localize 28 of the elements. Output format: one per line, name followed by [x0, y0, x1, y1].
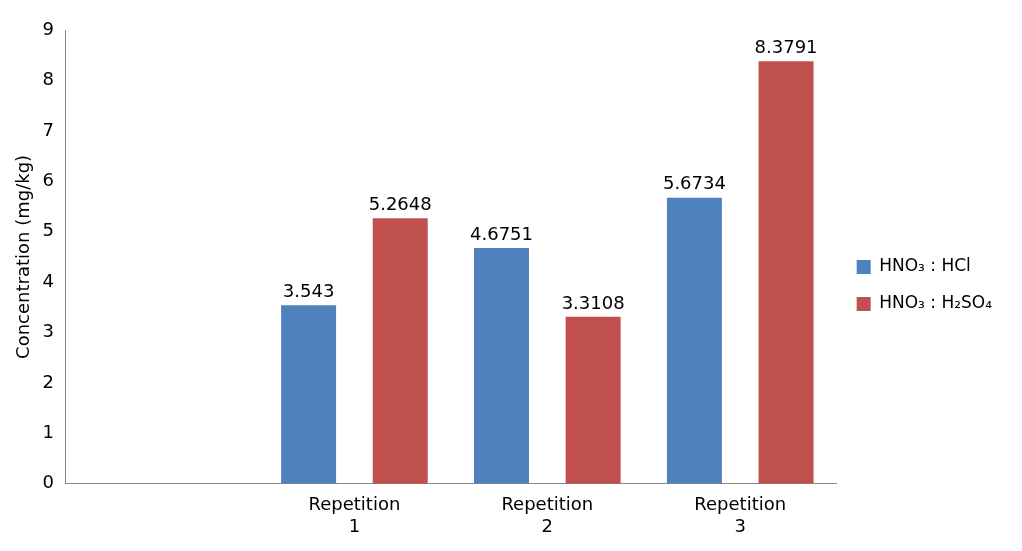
- bar: [758, 61, 814, 484]
- bar: [372, 218, 428, 484]
- bar: [666, 197, 722, 484]
- data-label: 3.3108: [561, 291, 625, 313]
- y-tick-label: 8: [42, 68, 55, 90]
- y-tick-label: 2: [42, 370, 55, 392]
- y-tick-label: 3: [42, 320, 55, 342]
- x-tick-label: Repetition 2: [501, 493, 594, 536]
- y-tick-label: 6: [42, 168, 55, 190]
- y-tick-label: 0: [42, 471, 55, 493]
- y-axis-title: Concentration (mg/kg): [12, 154, 34, 359]
- data-label: 8.3791: [754, 35, 818, 57]
- y-tick-label: 1: [42, 421, 55, 443]
- data-label: 5.2648: [368, 193, 432, 215]
- data-label: 5.6734: [662, 172, 726, 194]
- y-tick-label: 9: [42, 17, 55, 39]
- bar: [565, 316, 621, 484]
- legend-label: HNO₃ : HCl: [879, 255, 971, 276]
- bar: [474, 248, 529, 484]
- data-label: 3.543: [282, 279, 335, 301]
- x-tick-label: Repetition 1: [308, 493, 401, 536]
- legend-label: HNO₃ : H₂SO₄: [879, 292, 993, 313]
- y-tick-label: 5: [42, 219, 55, 241]
- y-tick-label: 4: [42, 269, 55, 291]
- bar: [281, 305, 337, 484]
- y-tick-label: 7: [42, 118, 55, 140]
- x-tick-label: Repetition 3: [694, 493, 787, 536]
- data-label: 4.6751: [470, 222, 533, 244]
